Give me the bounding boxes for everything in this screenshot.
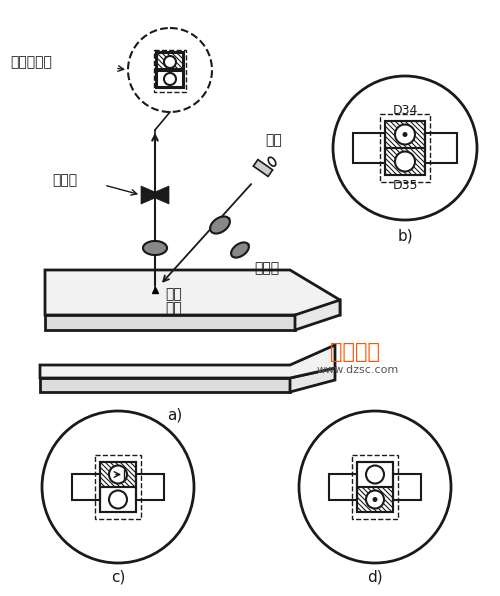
Polygon shape: [45, 315, 295, 330]
Bar: [357, 487, 393, 512]
Bar: [357, 462, 393, 487]
Bar: [157, 71, 183, 87]
Circle shape: [333, 76, 477, 220]
Text: c): c): [111, 570, 125, 585]
Bar: [100, 462, 136, 487]
Circle shape: [366, 465, 384, 483]
Bar: [95, 455, 141, 519]
Circle shape: [109, 491, 127, 508]
Bar: [100, 487, 136, 512]
Bar: [385, 121, 425, 175]
Bar: [100, 462, 136, 512]
Bar: [357, 462, 393, 512]
Bar: [425, 133, 457, 163]
Circle shape: [109, 465, 127, 483]
Ellipse shape: [268, 157, 276, 166]
Polygon shape: [231, 243, 249, 257]
Circle shape: [395, 125, 415, 144]
Circle shape: [402, 132, 407, 137]
Text: www.dzsc.com: www.dzsc.com: [317, 365, 399, 375]
Circle shape: [164, 56, 176, 68]
Bar: [385, 148, 425, 175]
Bar: [357, 487, 393, 512]
Bar: [156, 52, 184, 88]
Text: 维库一下: 维库一下: [330, 342, 380, 362]
Circle shape: [395, 151, 415, 172]
Polygon shape: [295, 300, 340, 330]
Bar: [154, 50, 186, 92]
Polygon shape: [40, 378, 290, 392]
Bar: [72, 474, 100, 500]
Circle shape: [42, 411, 194, 563]
Polygon shape: [155, 186, 169, 204]
Text: b): b): [397, 228, 413, 244]
Bar: [329, 474, 357, 500]
Polygon shape: [45, 270, 340, 315]
Bar: [157, 53, 183, 69]
Text: 光源: 光源: [265, 133, 282, 147]
Bar: [353, 133, 385, 163]
Bar: [352, 455, 398, 519]
Circle shape: [164, 73, 176, 85]
Circle shape: [128, 28, 212, 112]
Polygon shape: [290, 368, 335, 392]
Bar: [393, 474, 421, 500]
Bar: [100, 487, 136, 512]
Polygon shape: [210, 216, 230, 234]
Bar: [385, 121, 425, 148]
Text: 光斑: 光斑: [165, 301, 182, 315]
Polygon shape: [143, 241, 167, 255]
Bar: [100, 462, 136, 487]
Text: a): a): [168, 408, 182, 423]
Text: 凸透镜: 凸透镜: [254, 261, 279, 275]
Polygon shape: [141, 186, 155, 204]
Bar: [380, 114, 430, 182]
Text: 光电元件屏: 光电元件屏: [10, 55, 52, 69]
Bar: [385, 121, 425, 148]
Text: 凹透镜: 凹透镜: [52, 173, 77, 187]
Circle shape: [299, 411, 451, 563]
Bar: [385, 148, 425, 175]
Text: d): d): [367, 570, 383, 585]
Polygon shape: [40, 345, 335, 378]
Polygon shape: [254, 160, 272, 176]
Text: 白线: 白线: [165, 287, 182, 301]
Bar: [136, 474, 164, 500]
Circle shape: [366, 491, 384, 508]
Text: D35: D35: [392, 179, 418, 192]
Bar: [157, 53, 183, 69]
Circle shape: [372, 497, 378, 502]
Bar: [357, 462, 393, 487]
Text: D34: D34: [392, 104, 417, 117]
